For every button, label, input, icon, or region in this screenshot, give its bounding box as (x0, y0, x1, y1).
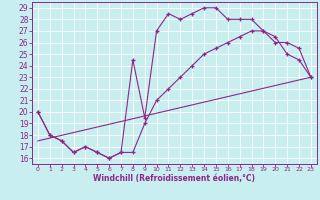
X-axis label: Windchill (Refroidissement éolien,°C): Windchill (Refroidissement éolien,°C) (93, 174, 255, 183)
